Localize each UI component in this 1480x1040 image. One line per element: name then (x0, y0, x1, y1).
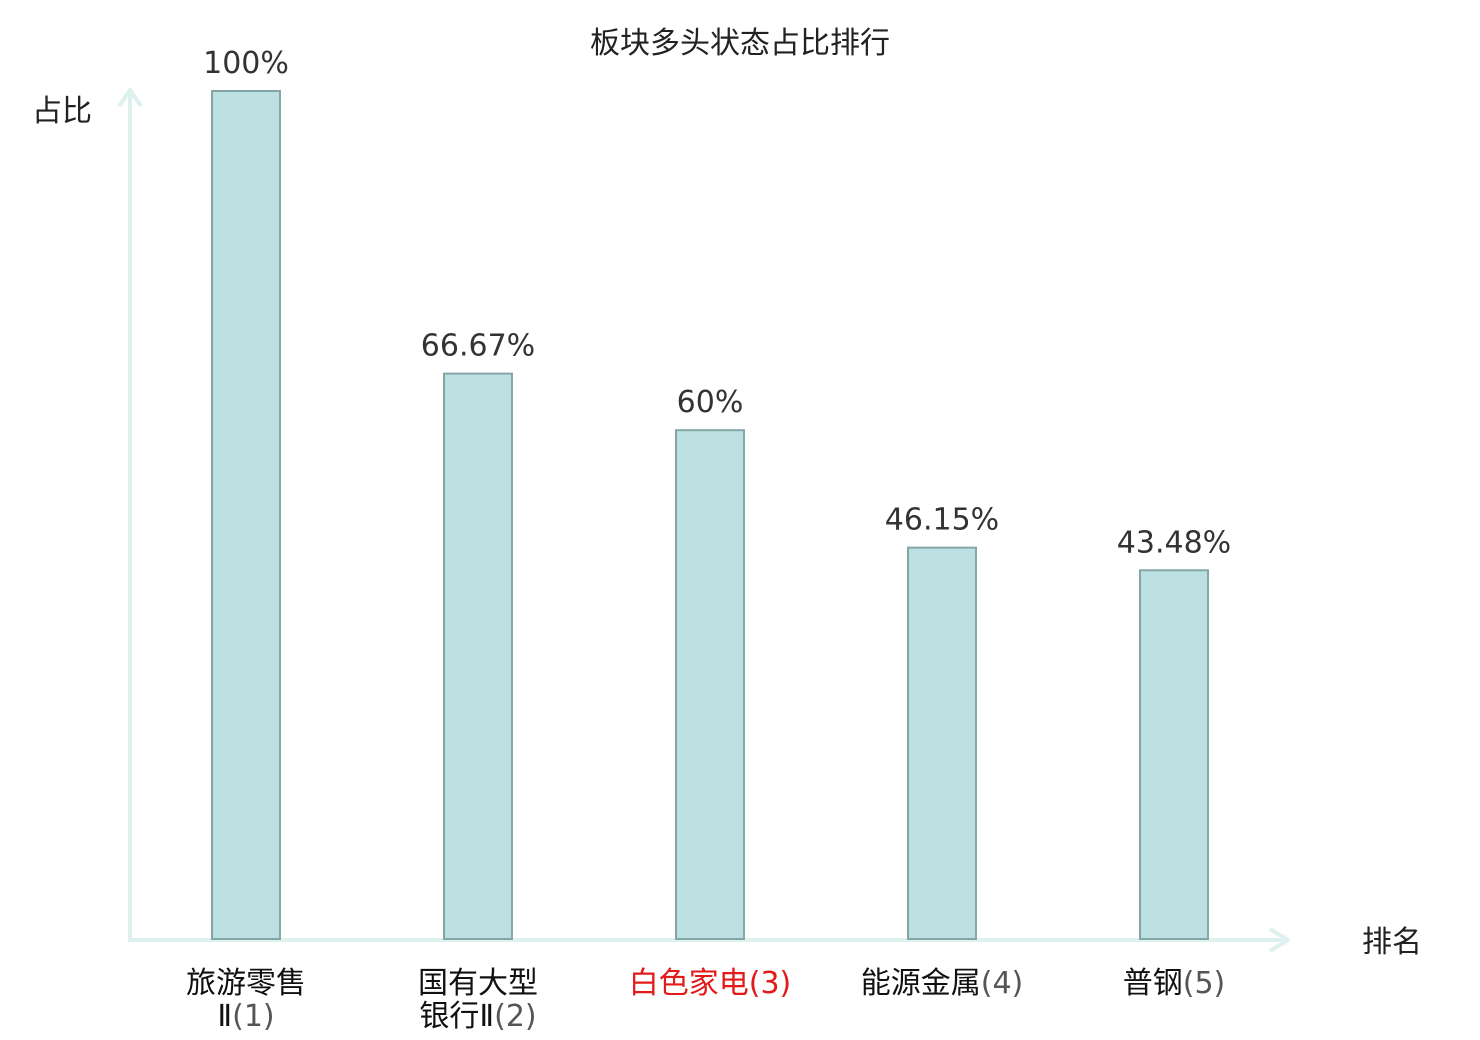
value-label-4: 46.15% (885, 503, 999, 538)
bar-1 (211, 90, 281, 940)
x-axis-arrowhead (1268, 927, 1290, 953)
category-label-2: 国有大型 (418, 966, 538, 1001)
category-label-3: 白色家电(3) (629, 966, 792, 1001)
category-label-4: 能源金属(4) (861, 966, 1024, 1001)
value-label-1: 100% (203, 46, 289, 81)
value-label-5: 43.48% (1117, 525, 1231, 560)
x-axis-label: 排名 (1362, 925, 1422, 960)
value-label-3: 60% (677, 385, 744, 420)
bar-5 (1139, 569, 1209, 940)
bar-3 (675, 429, 745, 940)
y-axis-arrowhead (117, 88, 143, 108)
category-label-1-line2: Ⅱ(1) (217, 999, 274, 1034)
category-label-1: 旅游零售 (186, 966, 306, 1001)
axes (117, 88, 1290, 953)
category-label-2-line2: 银行Ⅱ(2) (419, 999, 536, 1034)
category-label-5: 普钢(5) (1123, 966, 1226, 1001)
y-axis-label: 占比 (32, 94, 92, 129)
value-labels-group: 100% 66.67% 60% 46.15% 43.48% (203, 46, 1231, 560)
bar-4 (907, 546, 977, 940)
bar-2 (443, 372, 513, 940)
value-label-2: 66.67% (421, 329, 535, 364)
chart-title: 板块多头状态占比排行 (590, 26, 890, 61)
bars-group (211, 90, 1209, 940)
